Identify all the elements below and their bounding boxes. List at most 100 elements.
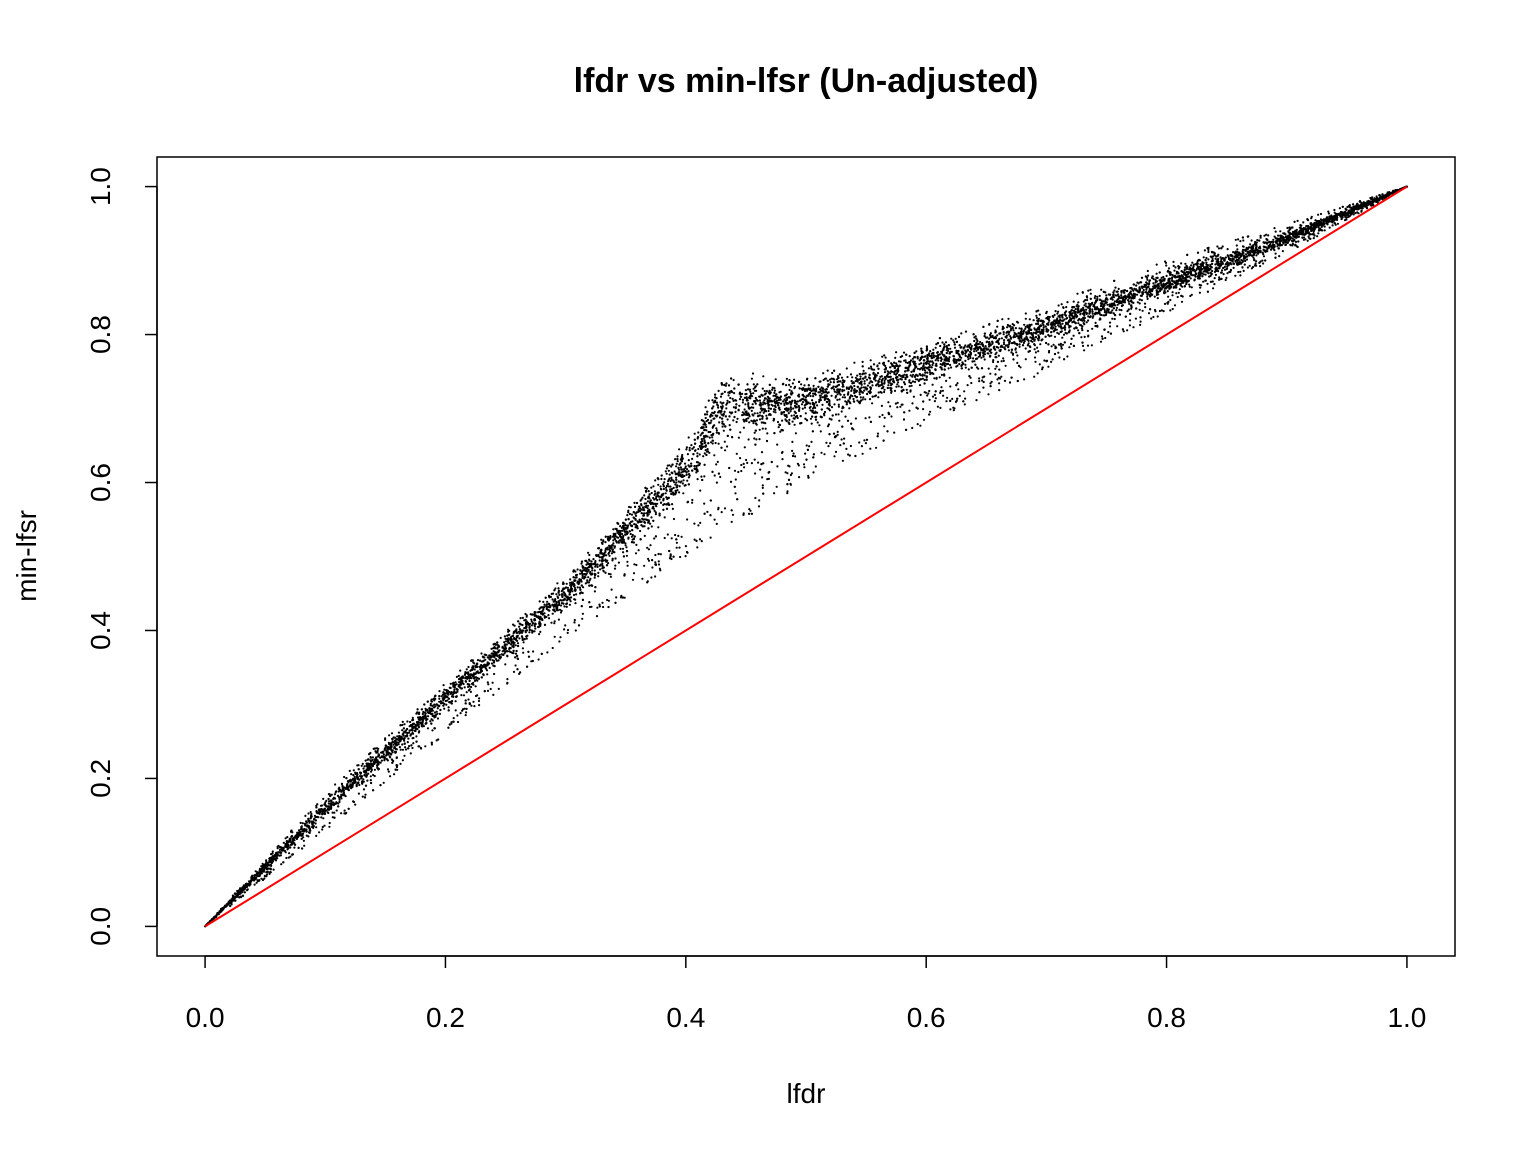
scatter-point: [1265, 233, 1268, 236]
scatter-point: [1000, 337, 1004, 340]
scatter-point: [725, 403, 728, 406]
scatter-point: [508, 629, 511, 632]
scatter-point: [325, 799, 328, 803]
scatter-point: [973, 339, 976, 343]
scatter-point: [767, 477, 771, 480]
scatter-point: [877, 380, 881, 383]
scatter-point: [1066, 355, 1069, 358]
scatter-point: [821, 396, 824, 399]
scatter-point: [455, 675, 458, 679]
scatter-point: [622, 538, 626, 542]
scatter-point: [1254, 262, 1257, 265]
scatter-point: [989, 382, 992, 385]
scatter-point: [632, 572, 636, 575]
scatter-point: [803, 466, 806, 469]
scatter-point: [532, 650, 535, 653]
scatter-point: [1053, 319, 1056, 322]
scatter-point: [446, 699, 449, 702]
scatter-point: [1002, 341, 1006, 344]
scatter-point: [792, 407, 795, 410]
scatter-point: [362, 788, 366, 791]
scatter-point: [665, 496, 668, 499]
scatter-point: [357, 792, 360, 795]
scatter-point: [364, 793, 367, 796]
scatter-point: [474, 685, 477, 688]
scatter-point: [1181, 277, 1184, 280]
scatter-point: [732, 378, 735, 382]
scatter-point: [691, 498, 694, 502]
scatter-point: [1024, 312, 1027, 315]
scatter-point: [518, 632, 521, 635]
scatter-point: [487, 683, 490, 686]
scatter-point: [1202, 280, 1205, 283]
scatter-point: [725, 407, 728, 410]
scatter-point: [1298, 226, 1301, 229]
scatter-point: [1081, 329, 1084, 332]
scatter-point: [1038, 313, 1041, 316]
scatter-point: [1014, 348, 1017, 351]
scatter-point: [932, 362, 935, 365]
scatter-point: [362, 778, 365, 781]
scatter-point: [1255, 260, 1258, 263]
scatter-point: [1256, 239, 1259, 242]
scatter-point: [454, 681, 457, 684]
scatter-point: [1301, 236, 1304, 239]
scatter-point: [843, 393, 846, 396]
scatter-point: [421, 712, 424, 716]
scatter-point: [864, 417, 867, 420]
scatter-point: [533, 611, 536, 614]
scatter-point: [1039, 343, 1042, 346]
scatter-point: [1237, 238, 1240, 241]
scatter-point: [1076, 303, 1079, 306]
scatter-point: [841, 396, 844, 399]
scatter-point: [442, 684, 445, 687]
scatter-point: [1205, 261, 1208, 264]
scatter-point: [1061, 343, 1065, 346]
scatter-point: [904, 359, 907, 362]
scatter-point: [643, 494, 646, 497]
scatter-point: [834, 396, 837, 399]
scatter-point: [563, 605, 566, 608]
scatter-point: [522, 641, 525, 644]
scatter-point: [1023, 378, 1026, 381]
scatter-point: [918, 384, 922, 387]
scatter-point: [1338, 207, 1341, 210]
scatter-point: [1153, 295, 1156, 298]
scatter-point: [1190, 293, 1193, 296]
scatter-point: [489, 687, 492, 691]
scatter-point: [1080, 327, 1083, 330]
scatter-point: [1225, 276, 1228, 279]
scatter-point: [471, 668, 474, 672]
scatter-point: [997, 354, 1000, 357]
scatter-point: [912, 373, 915, 376]
scatter-point: [662, 487, 666, 491]
scatter-point: [269, 871, 272, 874]
scatter-point: [793, 423, 796, 426]
scatter-point: [438, 697, 441, 700]
scatter-point: [707, 421, 711, 424]
scatter-point: [346, 788, 349, 791]
scatter-point: [849, 373, 853, 376]
scatter-point: [1152, 282, 1155, 285]
scatter-point: [1086, 344, 1090, 347]
scatter-point: [751, 372, 755, 375]
scatter-point: [862, 386, 866, 389]
scatter-point: [657, 526, 660, 529]
scatter-point: [1334, 223, 1337, 226]
scatter-point: [1079, 313, 1082, 316]
scatter-point: [668, 464, 671, 467]
scatter-point: [659, 485, 662, 488]
scatter-point: [1277, 234, 1280, 237]
scatter-point: [302, 839, 305, 842]
scatter-point: [1266, 238, 1269, 241]
scatter-point: [1317, 232, 1320, 235]
scatter-point: [1167, 300, 1170, 303]
scatter-point: [1224, 278, 1227, 282]
scatter-point: [1165, 274, 1168, 277]
scatter-point: [328, 800, 331, 803]
scatter-point: [973, 360, 976, 363]
scatter-point: [587, 576, 590, 579]
scatter-point: [940, 373, 944, 376]
scatter-point: [1065, 306, 1068, 309]
scatter-point: [593, 572, 596, 576]
